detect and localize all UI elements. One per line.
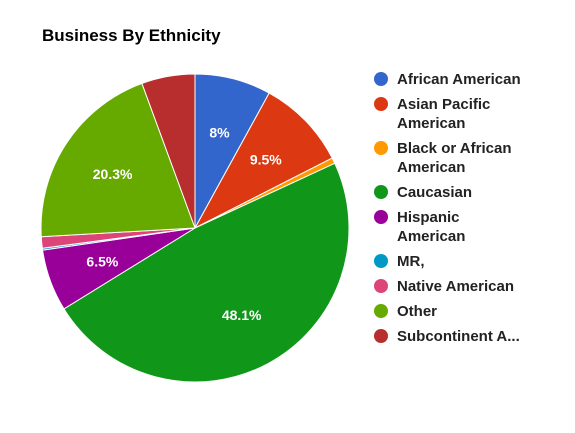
legend-item-mr[interactable]: MR, xyxy=(374,252,569,271)
legend-swatch-icon xyxy=(374,279,388,293)
legend-label: Subcontinent A... xyxy=(397,328,520,345)
chart-title: Business By Ethnicity xyxy=(42,26,221,45)
legend-label: MR, xyxy=(397,253,425,270)
legend-swatch-icon xyxy=(374,254,388,268)
legend-swatch-icon xyxy=(374,304,388,318)
slice-label-african-american: 8% xyxy=(209,125,230,141)
legend-item-subcontinent-a[interactable]: Subcontinent A... xyxy=(374,327,569,346)
legend-item-african-american[interactable]: African American xyxy=(374,70,569,89)
legend-item-black-or-african-american[interactable]: Black or African American xyxy=(374,139,569,177)
slice-label-hispanic-american: 6.5% xyxy=(86,254,118,270)
legend-label: Native American xyxy=(397,278,514,295)
legend-item-native-american[interactable]: Native American xyxy=(374,277,569,296)
legend-swatch-icon xyxy=(374,210,388,224)
legend-label: Caucasian xyxy=(397,184,473,201)
legend-label: Other xyxy=(397,303,438,320)
legend-label: Hispanic American xyxy=(397,209,466,245)
legend-swatch-icon xyxy=(374,141,388,155)
legend-swatch-icon xyxy=(374,72,388,86)
legend-item-asian-pacific-american[interactable]: Asian Pacific American xyxy=(374,95,569,133)
legend-item-other[interactable]: Other xyxy=(374,302,569,321)
slice-label-other: 20.3% xyxy=(93,166,133,182)
legend-swatch-icon xyxy=(374,97,388,111)
legend-swatch-icon xyxy=(374,185,388,199)
legend-item-caucasian[interactable]: Caucasian xyxy=(374,183,569,202)
pie-slice-caucasian[interactable] xyxy=(63,162,350,383)
pie-slice-other[interactable] xyxy=(40,82,196,238)
legend-label: Black or African American xyxy=(397,140,512,176)
pie-slice-subcontinent-a[interactable] xyxy=(141,73,196,229)
legend: African American Asian Pacific American Bl… xyxy=(374,70,569,352)
legend-label: Asian Pacific American xyxy=(397,96,491,132)
legend-label: African American xyxy=(397,71,521,88)
legend-item-hispanic-american[interactable]: Hispanic American xyxy=(374,208,569,246)
pie-slice-asian-pacific-american[interactable] xyxy=(193,92,333,230)
slice-label-caucasian: 48.1% xyxy=(222,307,262,323)
legend-swatch-icon xyxy=(374,329,388,343)
slice-label-asian-pacific-american: 9.5% xyxy=(250,151,282,167)
